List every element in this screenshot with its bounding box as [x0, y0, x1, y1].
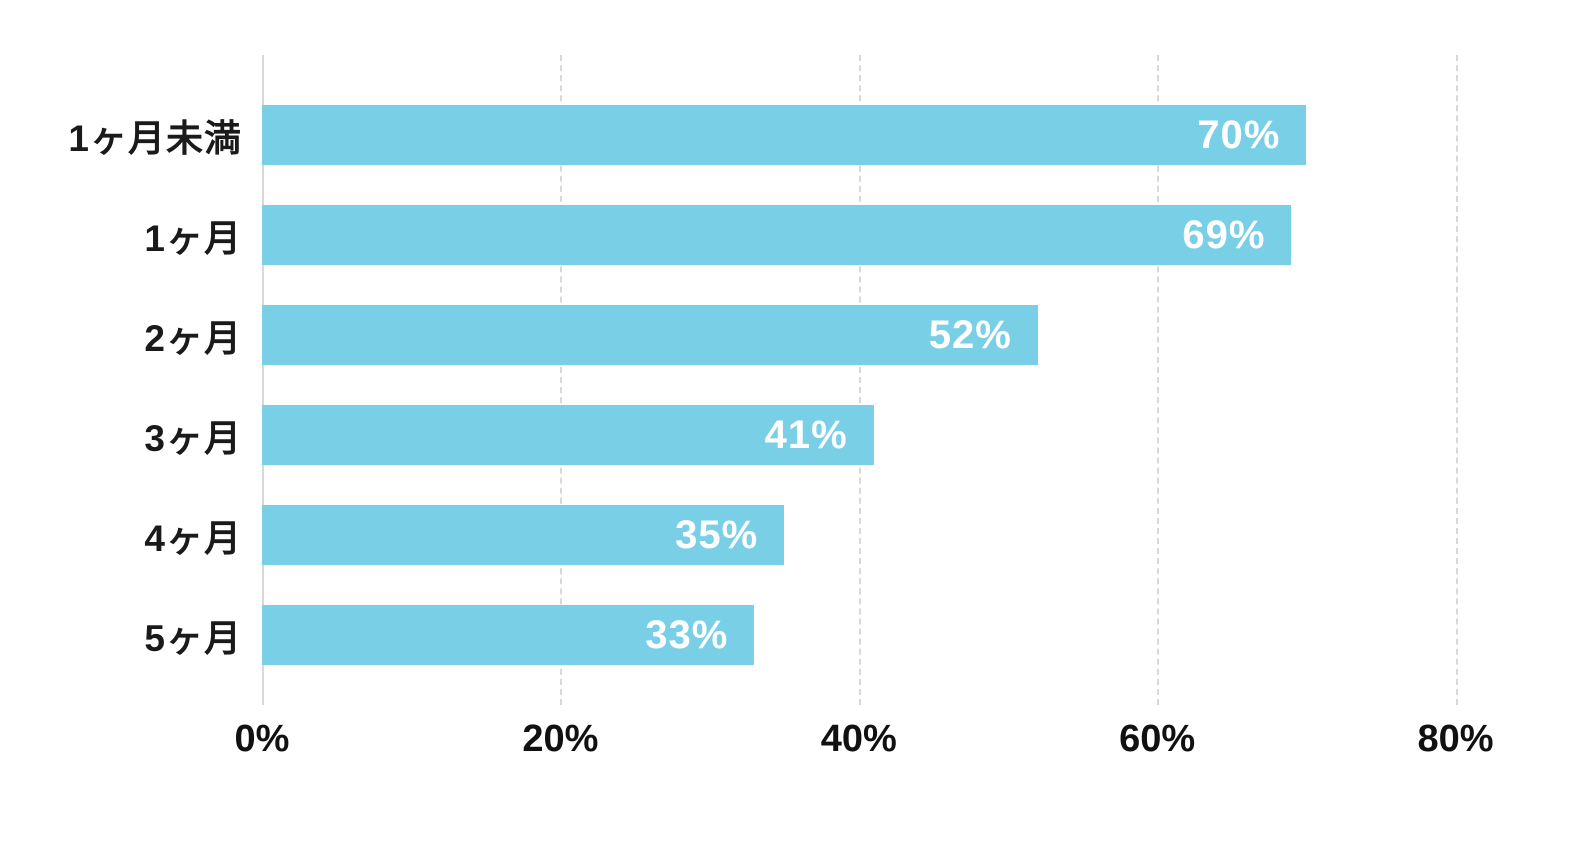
- bar-track: 41%: [262, 385, 1560, 485]
- x-tick-label: 0%: [234, 718, 290, 760]
- bar-value-label: 33%: [645, 612, 729, 657]
- bar-value-label: 41%: [764, 412, 848, 457]
- bar-track: 52%: [262, 285, 1560, 385]
- bar-value-label: 35%: [675, 512, 759, 557]
- bar-value-label: 52%: [928, 312, 1012, 357]
- x-tick-label: 20%: [522, 718, 599, 760]
- category-label: 4ヶ月: [144, 518, 242, 559]
- gridline-20: [560, 55, 563, 705]
- x-axis: 0% 20% 40% 60% 80%: [235, 718, 1560, 778]
- bar: 41%: [262, 405, 874, 465]
- plot-area: [262, 55, 1560, 705]
- bar: 33%: [262, 605, 755, 665]
- category-label: 2ヶ月: [144, 318, 242, 359]
- bar-row: 3ヶ月 41%: [0, 385, 1560, 485]
- bar-row: 5ヶ月 33%: [0, 585, 1560, 685]
- x-tick-label: 60%: [1119, 718, 1196, 760]
- bar: 52%: [262, 305, 1038, 365]
- bar-track: 33%: [262, 585, 1560, 685]
- bar-rows: 1ヶ月未満 70% 1ヶ月 69% 2ヶ月 52% 3ヶ月 41% 4ヶ月 35% 5ヶ月 33%: [0, 55, 1560, 705]
- gridline-80: [1455, 55, 1458, 705]
- bar-track: 69%: [262, 185, 1560, 285]
- category-label: 1ヶ月: [144, 218, 242, 259]
- bar-track: 35%: [262, 485, 1560, 585]
- y-axis-line: [262, 55, 264, 705]
- bar-value-label: 70%: [1197, 112, 1281, 157]
- category-label: 1ヶ月未満: [68, 118, 242, 159]
- x-tick-label: 80%: [1417, 718, 1494, 760]
- category-label: 3ヶ月: [144, 418, 242, 459]
- bar-row: 2ヶ月 52%: [0, 285, 1560, 385]
- bar: 69%: [262, 205, 1292, 265]
- gridline-60: [1157, 55, 1160, 705]
- bar: 70%: [262, 105, 1307, 165]
- bar-row: 4ヶ月 35%: [0, 485, 1560, 585]
- bar-row: 1ヶ月 69%: [0, 185, 1560, 285]
- bar-row: 1ヶ月未満 70%: [0, 85, 1560, 185]
- x-tick-label: 40%: [820, 718, 897, 760]
- category-label: 5ヶ月: [144, 618, 242, 659]
- bar-track: 70%: [262, 85, 1560, 185]
- bar: 35%: [262, 505, 785, 565]
- bar-value-label: 69%: [1182, 212, 1266, 257]
- gridline-40: [858, 55, 861, 705]
